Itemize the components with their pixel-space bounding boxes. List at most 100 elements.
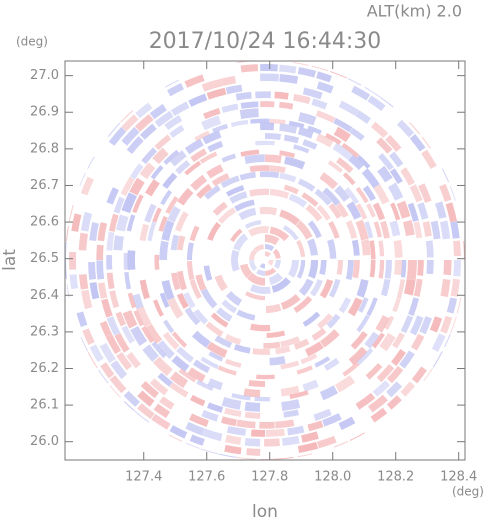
echo-cell [413,221,423,239]
echo-cell [311,327,327,341]
echo-cell [176,292,189,309]
echo-cell [231,393,251,401]
echo-cell [297,67,317,78]
echo-cell [121,192,137,214]
echo-cell [332,142,353,160]
x-tick-label: 127.4 [125,470,162,485]
echo-cell [220,175,240,189]
x-tick-label: 128.4 [440,470,477,485]
echo-cell [275,345,291,355]
echo-cell [137,403,155,420]
echo-cell [159,240,169,260]
echo-cell [301,192,319,207]
echo-cell [238,207,257,221]
echo-cell [75,170,86,187]
echo-cell [319,260,327,276]
echo-cell [106,231,115,251]
echo-cell [316,204,331,221]
echo-cell [240,64,258,73]
echo-cell [260,73,279,82]
echo-cell [65,203,74,223]
echo-cell [191,330,211,348]
echo-cell [244,437,261,447]
echo-cell [308,260,319,279]
echo-cell [345,220,358,239]
echo-cell [319,279,334,299]
echo-cell [449,183,461,201]
echo-cell [195,274,207,291]
echo-cell [319,172,339,190]
echo-cell [194,130,210,142]
echo-cell [236,457,256,460]
echo-cell [328,278,341,298]
echo-cell [259,263,265,269]
echo-cell [302,311,321,327]
echo-cell [216,307,233,322]
echo-cell [69,251,77,270]
echo-cell [78,232,88,251]
echo-cell [314,188,332,206]
echo-cell [417,202,429,220]
echo-cell [315,133,334,148]
echo-cell [126,352,141,369]
echo-cell [139,162,156,180]
echo-cell [145,179,160,197]
echo-cell [249,284,271,294]
echo-cell [206,341,228,358]
echo-cell [200,288,218,309]
echo-cell [302,87,323,100]
echo-cell [355,110,372,124]
echo-cell [274,456,295,460]
echo-cell [139,223,150,242]
echo-cell [183,442,200,454]
echo-cell [199,448,219,459]
echo-cell [269,118,286,125]
echo-cell [244,154,265,164]
echo-cell [336,260,344,275]
echo-cell [265,251,271,258]
echo-cell [399,350,415,369]
echo-cell [132,293,144,310]
echo-cell [206,87,227,100]
echo-cell [212,201,228,216]
echo-cell [154,134,172,151]
echo-cell [190,394,206,407]
echo-cell [229,191,248,204]
y-tick-label: 26.4 [30,288,59,303]
echo-cell [170,234,180,251]
y-tick-label: 26.1 [30,398,59,413]
x-tick-label: 127.6 [188,470,225,485]
echo-cell [316,435,337,449]
echo-cell [203,108,221,120]
echo-cell [334,185,351,202]
echo-cell [267,260,274,266]
echo-cell [196,183,212,199]
echo-cell [152,147,169,165]
echo-cell [188,93,208,107]
echo-cell [217,453,237,460]
echo-cell [315,110,336,123]
echo-cell [322,187,341,206]
echo-cell [284,156,306,170]
echo-cell [347,297,363,317]
echo-cell [333,126,351,143]
echo-cell [88,262,97,280]
echo-cell [347,73,364,86]
echo-cell [249,249,258,260]
echo-cell [255,140,275,146]
echo-cell [355,186,369,204]
echo-cell [109,290,120,309]
echo-cell [293,93,311,105]
x-tick-label: 128.0 [314,470,351,485]
echo-cell [175,160,191,175]
echo-cell [69,274,79,290]
echo-cell [137,390,155,407]
echo-cell [121,325,135,344]
echo-cell [453,260,461,277]
y-tick-label: 26.9 [30,105,59,120]
echo-cell [152,356,173,377]
echo-cell [154,254,160,270]
y-tick-label: 27.0 [30,68,59,83]
echo-cell [352,260,360,279]
echo-cell [372,380,391,397]
